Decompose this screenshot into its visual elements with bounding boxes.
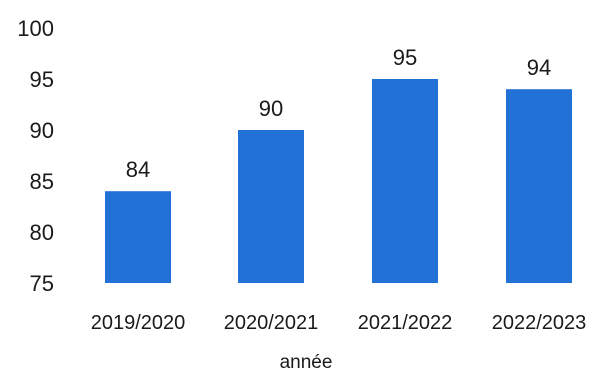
bar <box>506 89 572 283</box>
bars <box>105 79 572 283</box>
bar <box>238 130 304 283</box>
bar-value-label: 95 <box>393 45 417 70</box>
y-tick-label: 100 <box>17 16 54 41</box>
y-tick-label: 75 <box>30 271 54 296</box>
y-tick-label: 95 <box>30 67 54 92</box>
bar-value-label: 84 <box>126 157 150 182</box>
x-category-label: 2021/2022 <box>358 312 453 334</box>
y-axis-tick-labels: 75 80 85 90 95 100 <box>17 16 54 296</box>
bar-value-label: 90 <box>259 96 283 121</box>
x-axis-category-labels: 2019/2020 2020/2021 2021/2022 2022/2023 <box>91 312 587 334</box>
x-axis-title: année <box>280 352 333 371</box>
bar <box>105 191 171 283</box>
y-tick-label: 90 <box>30 118 54 143</box>
bar <box>372 79 438 283</box>
bar-value-label: 94 <box>527 55 551 80</box>
x-category-label: 2022/2023 <box>492 312 587 334</box>
x-category-label: 2020/2021 <box>224 312 319 334</box>
x-category-label: 2019/2020 <box>91 312 186 334</box>
data-labels: 84 90 95 94 <box>126 45 551 182</box>
y-tick-label: 80 <box>30 220 54 245</box>
y-tick-label: 85 <box>30 169 54 194</box>
